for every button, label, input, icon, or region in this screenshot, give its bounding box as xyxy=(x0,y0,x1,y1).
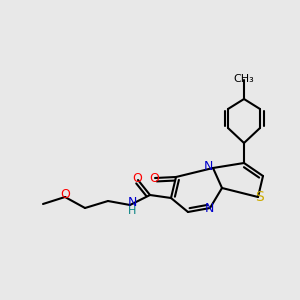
Text: O: O xyxy=(132,172,142,185)
Text: CH₃: CH₃ xyxy=(234,74,254,84)
Text: O: O xyxy=(60,188,70,202)
Text: N: N xyxy=(204,202,214,214)
Text: N: N xyxy=(203,160,213,173)
Text: H: H xyxy=(128,206,136,216)
Text: O: O xyxy=(149,172,159,184)
Text: S: S xyxy=(255,190,263,204)
Text: N: N xyxy=(127,196,137,208)
